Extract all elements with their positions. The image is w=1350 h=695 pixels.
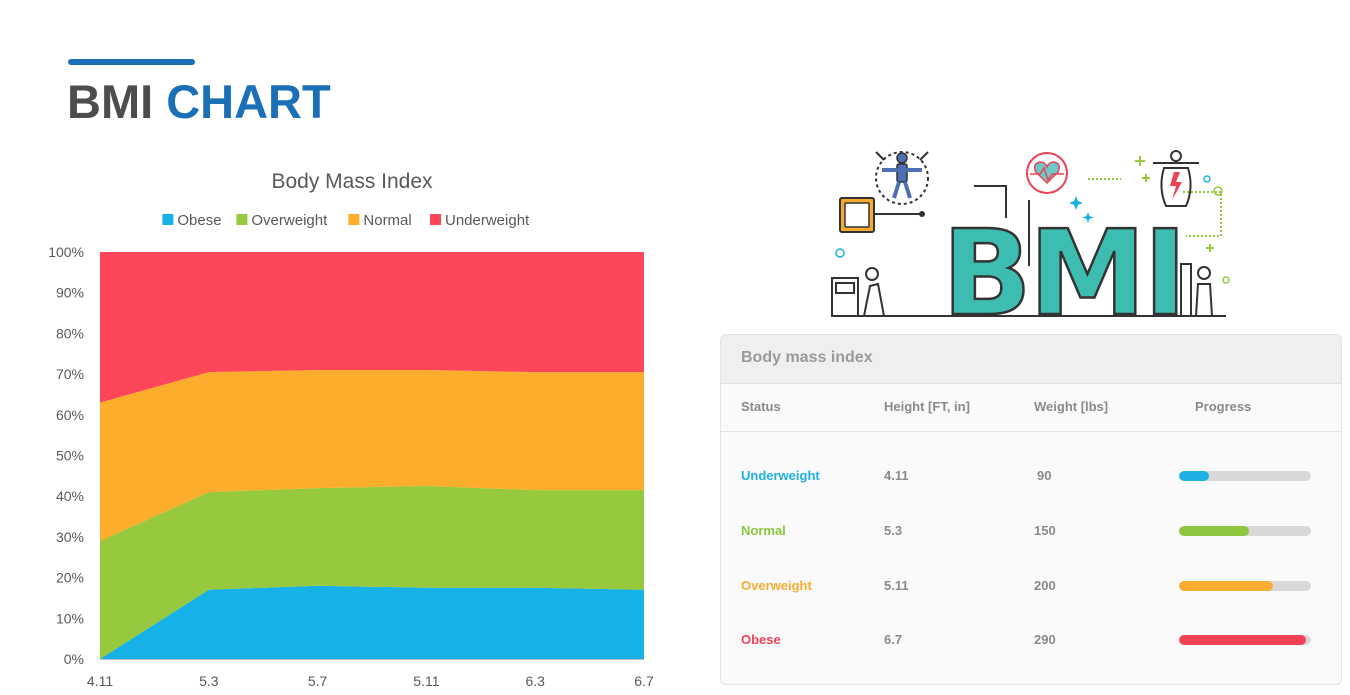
page-title-part2: CHART <box>166 75 331 128</box>
bmi-table-title: Body mass index <box>741 349 873 366</box>
x-tick-label: 6.3 <box>525 673 545 689</box>
y-tick-label: 70% <box>56 366 84 382</box>
col-header-status: Status <box>741 399 781 414</box>
legend-swatch-obese <box>162 214 174 225</box>
area-normal <box>100 370 644 541</box>
progress-fill <box>1179 581 1273 591</box>
y-tick-label: 10% <box>56 610 84 626</box>
row-weight: 200 <box>1034 578 1056 593</box>
legend-swatch-overweight <box>236 214 248 225</box>
area-overweight <box>100 486 644 659</box>
row-status: Normal <box>741 523 786 538</box>
progress-fill <box>1179 526 1249 536</box>
y-tick-label: 80% <box>56 325 84 341</box>
col-header-weight: Weight [lbs] <box>1034 399 1109 414</box>
row-weight: 290 <box>1034 632 1056 647</box>
title-accent-bar <box>68 59 195 65</box>
row-status: Overweight <box>741 578 812 593</box>
legend-label-underweight: Underweight <box>445 212 530 229</box>
legend-label-overweight: Overweight <box>251 212 328 229</box>
bmi-table-card: Body mass index Status Height [FT, in] W… <box>720 334 1342 685</box>
page-title: BMI CHART <box>67 74 331 130</box>
y-tick-label: 50% <box>56 448 84 464</box>
table-row: Underweight 4.11 90 <box>721 466 1341 496</box>
row-weight: 90 <box>1037 468 1052 483</box>
x-tick-label: 6.7 <box>634 673 654 689</box>
progress-fill <box>1179 471 1210 481</box>
x-tick-label: 5.3 <box>199 673 219 689</box>
area-obese <box>100 585 644 659</box>
row-weight: 150 <box>1034 523 1056 538</box>
bmi-word-art-icon: BMI <box>831 150 1230 324</box>
row-status: Obese <box>741 632 781 647</box>
col-header-progress: Progress <box>1195 399 1252 414</box>
chart-legend: Obese Overweight Normal Underweight <box>162 212 530 229</box>
legend-label-normal: Normal <box>363 212 411 229</box>
progress-bar <box>1179 635 1311 645</box>
progress-bar <box>1179 581 1311 591</box>
y-tick-label: 0% <box>64 651 84 667</box>
row-height: 6.7 <box>884 632 903 647</box>
row-status: Underweight <box>741 468 820 483</box>
progress-fill <box>1179 635 1306 645</box>
legend-label-obese: Obese <box>177 212 221 229</box>
x-tick-label: 4.11 <box>87 673 113 689</box>
chart-areas <box>100 252 644 659</box>
bmi-table-header-bar <box>721 335 1341 384</box>
bmi-area-chart: Body Mass Index Obese Overweight Normal Und… <box>48 170 654 689</box>
progress-bar <box>1179 526 1311 536</box>
y-tick-label: 30% <box>56 529 84 545</box>
page-title-part1: BMI <box>67 75 154 128</box>
chart-x-axis: 4.11 5.3 5.7 5.11 6.3 6.7 <box>87 659 654 689</box>
y-tick-label: 60% <box>56 407 84 423</box>
legend-swatch-underweight <box>430 214 441 225</box>
progress-bar <box>1179 471 1311 481</box>
table-row: Overweight 5.11 200 <box>721 576 1341 606</box>
y-tick-label: 100% <box>48 244 84 260</box>
chart-title: Body Mass Index <box>271 170 433 193</box>
row-height: 5.11 <box>884 578 909 593</box>
col-header-height: Height [FT, in] <box>884 399 970 414</box>
y-tick-label: 40% <box>56 488 84 504</box>
row-height: 5.3 <box>884 523 903 538</box>
chart-y-axis: 0% 10% 20% 30% 40% 50% 60% 70% 80% 90% 100% <box>48 244 84 667</box>
row-height: 4.11 <box>884 468 909 483</box>
x-tick-label: 5.11 <box>413 673 439 689</box>
y-tick-label: 90% <box>56 285 84 301</box>
header-divider <box>721 431 1341 432</box>
y-tick-label: 20% <box>56 570 84 586</box>
table-row: Normal 5.3 150 <box>721 521 1341 551</box>
area-underweight <box>100 252 644 403</box>
table-row: Obese 6.7 290 <box>721 630 1341 660</box>
x-tick-label: 5.7 <box>308 673 328 689</box>
bmi-illustration-text: BMI <box>942 204 1184 324</box>
legend-swatch-normal <box>348 214 360 225</box>
